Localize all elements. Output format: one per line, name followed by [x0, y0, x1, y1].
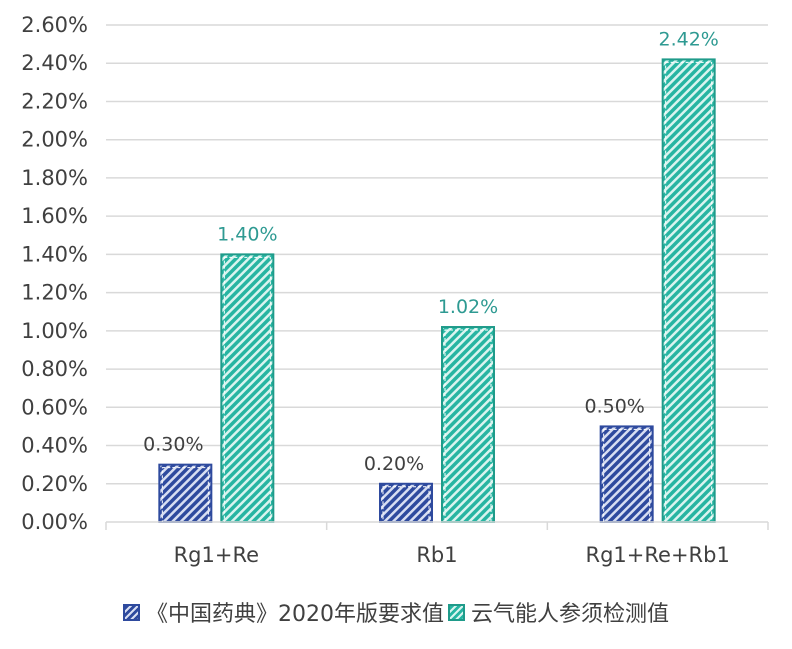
y-tick-label: 1.60% [21, 204, 88, 228]
data-label: 2.42% [658, 28, 718, 50]
bar[interactable] [599, 425, 654, 523]
y-tick-label: 1.20% [21, 281, 88, 305]
legend-label: 云气能人参须检测值 [470, 602, 669, 627]
bars: 0.30% 1.40% 0.20% 1.02% 0.50% 2.42% [143, 28, 719, 524]
data-label: 0.50% [584, 395, 644, 417]
y-tick-label: 0.20% [21, 472, 88, 496]
legend-label: 《中国药典》2020年版要求值 [145, 602, 444, 627]
y-tick-label: 1.40% [21, 242, 88, 266]
y-tick-label: 0.00% [21, 510, 88, 534]
data-label: 1.40% [217, 223, 277, 245]
legend-swatch-teal-hatch-icon [447, 603, 465, 621]
data-label: 1.02% [438, 296, 498, 318]
y-tick-label: 2.20% [21, 89, 88, 113]
y-axis: 0.00% 0.20% 0.40% 0.60% 0.80% 1.00% 1.20% 1.40%… [21, 13, 88, 534]
y-tick-label: 1.00% [21, 319, 88, 343]
legend-item-measured[interactable]: 云气能人参须检测值 [447, 596, 669, 628]
bar[interactable] [441, 326, 495, 523]
legend-item-pharmacopoeia[interactable]: 《中国药典》2020年版要求值 [122, 596, 444, 628]
legend-swatch-blue-hatch-icon [122, 603, 140, 621]
x-category-label: Rg1+Re+Rb1 [586, 543, 730, 567]
y-tick-label: 0.60% [21, 395, 88, 419]
legend: 《中国药典》2020年版要求值 云气能人参须检测值 [0, 596, 792, 628]
y-tick-label: 2.60% [21, 13, 88, 37]
bar[interactable] [661, 58, 716, 524]
x-category-label: Rb1 [416, 543, 457, 567]
y-tick-label: 2.00% [21, 128, 88, 152]
x-category-label: Rg1+Re [174, 543, 259, 567]
y-tick-label: 2.40% [21, 51, 88, 75]
y-tick-label: 1.80% [21, 166, 88, 190]
gridlines [106, 24, 768, 485]
data-label: 0.30% [143, 434, 203, 456]
data-label: 0.20% [364, 453, 424, 475]
x-axis: Rg1+Re Rb1 Rg1+Re+Rb1 [105, 521, 769, 567]
y-tick-label: 0.80% [21, 357, 88, 381]
bar[interactable] [158, 463, 213, 523]
bar[interactable] [220, 253, 275, 523]
y-tick-label: 0.40% [21, 434, 88, 458]
bar[interactable] [379, 482, 433, 523]
